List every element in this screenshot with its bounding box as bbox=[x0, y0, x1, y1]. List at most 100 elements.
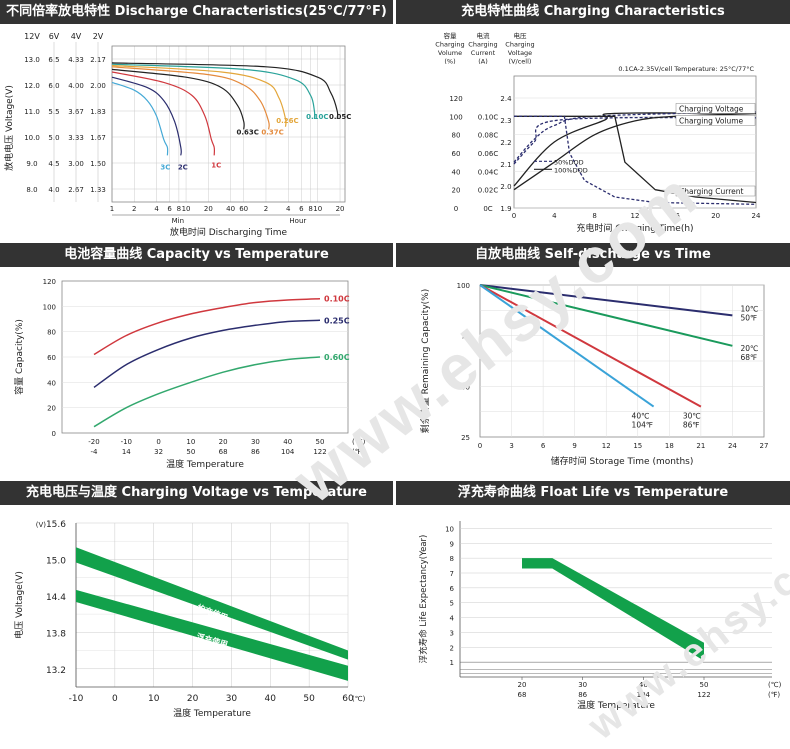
x-unit: (℃) bbox=[352, 695, 366, 703]
discharge-curve-0.26C bbox=[111, 64, 287, 127]
discharge-curve-3C bbox=[111, 81, 169, 156]
volume-tick-3: 60 bbox=[452, 150, 461, 158]
x-tick-4: 12 bbox=[602, 442, 611, 450]
discharge-curve-2C bbox=[111, 76, 182, 156]
capacity-curve-0.10C bbox=[93, 297, 321, 356]
voltage-row-5-0: 8.0 bbox=[26, 186, 37, 194]
x-tick-6: 50 bbox=[303, 694, 315, 704]
x-tick-1: 3 bbox=[509, 442, 513, 450]
volume-tick-5: 20 bbox=[452, 187, 461, 195]
selfdischarge-label-c-0: 10℃ bbox=[740, 304, 758, 313]
capacity-label-0.10C: 0.10C bbox=[324, 295, 350, 304]
y-tick-6: 0 bbox=[52, 430, 56, 438]
legend-100dod: 100%DOD bbox=[554, 166, 588, 174]
x-tick-c-1: 30 bbox=[578, 681, 587, 689]
y-axis-label: 剩余容量 Remaining Capacity(%) bbox=[419, 289, 431, 433]
x-tick-4: 8 bbox=[177, 205, 181, 213]
x-tick-1: 2 bbox=[132, 205, 136, 213]
discharge-label-3C: 3C bbox=[160, 163, 170, 171]
current-tick-2: 0.06C bbox=[478, 150, 499, 158]
y-tick-1: 15.0 bbox=[46, 556, 66, 566]
x-tick-c-3: 10 bbox=[186, 438, 195, 446]
voltage-row-4-0: 9.0 bbox=[26, 160, 37, 168]
x-tick-c-6: 40 bbox=[283, 438, 292, 446]
voltage-tick-4: 2.0 bbox=[500, 183, 511, 191]
x-tick-c-2: 40 bbox=[639, 681, 648, 689]
selfdischarge-label-c-2: 30℃ bbox=[683, 412, 701, 421]
volume-tick-2: 80 bbox=[452, 132, 461, 140]
y-tick-9: 1 bbox=[450, 659, 454, 667]
legend-50dod: 50%DOD bbox=[554, 158, 584, 166]
y-tick-7: 3 bbox=[450, 629, 454, 637]
discharge-label-0.10C: 0.10C bbox=[306, 113, 328, 121]
x-tick-2: 4 bbox=[154, 205, 159, 213]
x-tick-9: 27 bbox=[760, 442, 769, 450]
x-tick-f-1: 86 bbox=[578, 691, 587, 699]
x-tick-10: 4 bbox=[286, 205, 291, 213]
capacity-label-0.25C: 0.25C bbox=[324, 316, 350, 325]
x-tick-1: 4 bbox=[552, 212, 557, 220]
selfdischarge-label-c-3: 40℃ bbox=[632, 412, 650, 421]
selfdischarge-line-0 bbox=[479, 284, 733, 317]
x-tick-3: 20 bbox=[187, 694, 199, 704]
y-tick-2: 80 bbox=[47, 329, 56, 337]
y-tick-6: 4 bbox=[450, 615, 455, 623]
voltage-header-0: 12V bbox=[24, 32, 40, 41]
current-tick-5: 0C bbox=[483, 205, 492, 213]
y-axis-label: 浮充寿命 Life Expectancy(Year) bbox=[418, 535, 429, 664]
x-tick-5: 15 bbox=[633, 442, 642, 450]
voltage-row-0-0: 13.0 bbox=[24, 56, 40, 64]
volume-tick-6: 0 bbox=[454, 205, 458, 213]
x-axis-label: 温度 Temperature bbox=[577, 699, 655, 711]
x-tick-8: 60 bbox=[239, 205, 248, 213]
x-tick-0: 0 bbox=[512, 212, 516, 220]
x-tick-5: 40 bbox=[265, 694, 277, 704]
x-tick-f-2: 104 bbox=[637, 691, 651, 699]
selfdischarge-line-2 bbox=[479, 284, 702, 408]
x-tick-7: 60 bbox=[342, 694, 354, 704]
x-tick-f-6: 104 bbox=[281, 448, 295, 456]
capacity-title: 电池容量曲线 Capacity vs Temperature bbox=[0, 243, 393, 267]
discharge-curve-0.05C bbox=[111, 62, 339, 120]
selfdischarge-label-f-3: 104℉ bbox=[632, 421, 653, 430]
plot-frame bbox=[111, 45, 346, 203]
floatlife-panel: 浮充寿命曲线 Float Life vs Temperature 10 9 8 7 6 5… bbox=[396, 481, 790, 720]
voltage-row-3-0: 10.0 bbox=[24, 134, 40, 142]
y-tick-0: 120 bbox=[43, 278, 56, 286]
x-tick-0: -10 bbox=[69, 694, 84, 704]
curve-label-box-2 bbox=[675, 185, 756, 197]
col-header-0-0: 容量 bbox=[444, 31, 458, 40]
charging-curve-5 bbox=[514, 115, 757, 205]
discharge-label-2C: 2C bbox=[178, 163, 188, 171]
x-tick-f-5: 86 bbox=[251, 448, 260, 456]
voltage-row-1-0: 12.0 bbox=[24, 82, 40, 90]
x-axis-label: 充电时间 Charging Time(h) bbox=[576, 222, 693, 234]
selfdischarge-label-f-2: 86℉ bbox=[683, 421, 700, 430]
discharge-panel: 不同倍率放电特性 Discharge Characteristics(25°C/… bbox=[0, 0, 393, 240]
current-tick-4: 0.02C bbox=[478, 187, 499, 195]
y-tick-1: 75 bbox=[461, 333, 470, 341]
x-tick-3: 9 bbox=[572, 442, 576, 450]
x-tick-4: 30 bbox=[226, 694, 238, 704]
selfdischarge-label-f-1: 68℉ bbox=[740, 353, 757, 362]
x-tick-2: 6 bbox=[541, 442, 546, 450]
chargevolt-panel: 充电电压与温度 Charging Voltage vs Temperature … bbox=[0, 481, 393, 720]
y-tick-3: 25 bbox=[461, 434, 470, 442]
y-tick-0: 100 bbox=[457, 282, 470, 290]
x-tick-11: 6 bbox=[299, 205, 304, 213]
col-header-0-1: Charging bbox=[435, 41, 464, 49]
x-tick-c-0: 20 bbox=[518, 681, 527, 689]
voltage-tick-1: 2.3 bbox=[500, 117, 511, 125]
discharge-label-1C: 1C bbox=[211, 161, 221, 169]
x-tick-c-0: -20 bbox=[88, 438, 99, 446]
x-tick-c-3: 50 bbox=[700, 681, 709, 689]
x-tick-f-0: 68 bbox=[518, 691, 527, 699]
x-tick-2: 8 bbox=[592, 212, 596, 220]
x-tick-5: 10 bbox=[182, 205, 191, 213]
y-tick-5: 20 bbox=[47, 405, 56, 413]
band-0 bbox=[76, 547, 348, 660]
y-tick-3: 13.8 bbox=[46, 629, 66, 639]
volume-tick-4: 40 bbox=[452, 168, 461, 176]
voltage-row-2-0: 11.0 bbox=[24, 108, 40, 116]
x-tick-12: 8 bbox=[308, 205, 312, 213]
